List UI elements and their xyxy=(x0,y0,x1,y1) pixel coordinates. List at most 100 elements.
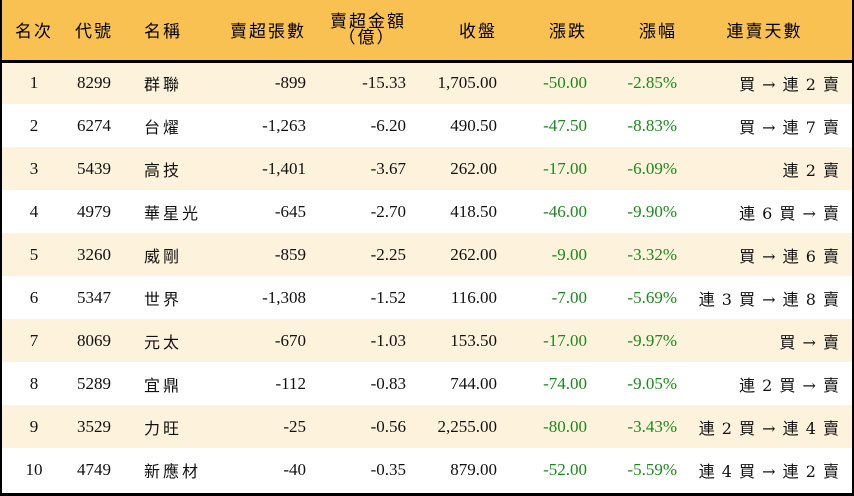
header-close[interactable]: 收盤 xyxy=(459,22,497,43)
header-row: 名次 代號 名稱 賣超張數 賣超金額 （億） 收盤 漲跌 漲幅 連賣天數 xyxy=(2,0,852,61)
name-cell[interactable]: 力旺 xyxy=(144,418,183,438)
amount-cell: -0.35 xyxy=(370,459,406,479)
name-cell[interactable]: 華星光 xyxy=(144,203,202,223)
header-net-sell-amount[interactable]: 賣超金額 （億） xyxy=(306,0,406,61)
close-cell: 418.50 xyxy=(450,201,497,221)
close-cell: 744.00 xyxy=(450,373,497,393)
table-row[interactable]: 10 4749 新應材 -40 -0.35 879.00 -52.00 -5.5… xyxy=(2,448,852,491)
name-cell[interactable]: 宜鼎 xyxy=(144,375,183,395)
change-cell: -80.00 xyxy=(543,416,587,436)
table-row[interactable]: 5 3260 威剛 -859 -2.25 262.00 -9.00 -3.32%… xyxy=(2,233,852,276)
shares-cell: -25 xyxy=(283,416,306,436)
shares-cell: -40 xyxy=(283,459,306,479)
streak-cell: 買 → 賣 xyxy=(779,332,840,352)
change-pct-cell: -2.85% xyxy=(627,73,677,93)
name-cell[interactable]: 威剛 xyxy=(144,246,183,266)
header-code[interactable]: 代號 xyxy=(75,22,113,43)
rank-cell: 6 xyxy=(29,287,39,307)
code-cell[interactable]: 5289 xyxy=(77,373,111,393)
code-cell[interactable]: 3529 xyxy=(77,416,111,436)
change-cell: -7.00 xyxy=(551,287,587,307)
table-header: 名次 代號 名稱 賣超張數 賣超金額 （億） 收盤 漲跌 漲幅 連賣天數 xyxy=(2,0,852,61)
close-cell: 879.00 xyxy=(450,459,497,479)
close-cell: 262.00 xyxy=(450,244,497,264)
change-cell: -9.00 xyxy=(551,244,587,264)
header-streak[interactable]: 連賣天數 xyxy=(726,22,803,43)
change-cell: -52.00 xyxy=(543,459,587,479)
table-row[interactable]: 7 8069 元太 -670 -1.03 153.50 -17.00 -9.97… xyxy=(2,319,852,362)
shares-cell: -645 xyxy=(274,201,306,221)
table-row[interactable]: 4 4979 華星光 -645 -2.70 418.50 -46.00 -9.9… xyxy=(2,190,852,233)
header-rank[interactable]: 名次 xyxy=(15,22,53,43)
amount-cell: -0.83 xyxy=(370,373,406,393)
code-cell[interactable]: 4749 xyxy=(77,459,111,479)
name-cell[interactable]: 元太 xyxy=(144,332,183,352)
change-pct-cell: -3.32% xyxy=(627,244,677,264)
name-cell[interactable]: 新應材 xyxy=(144,461,202,481)
close-cell: 2,255.00 xyxy=(437,416,498,436)
close-cell: 116.00 xyxy=(450,287,497,307)
code-cell[interactable]: 8299 xyxy=(77,73,111,93)
amount-cell: -0.56 xyxy=(370,416,406,436)
streak-cell: 連 6 買 → 賣 xyxy=(739,203,840,223)
shares-cell: -859 xyxy=(274,244,306,264)
change-pct-cell: -9.05% xyxy=(627,373,677,393)
shares-cell: -1,308 xyxy=(262,287,306,307)
table-row[interactable]: 1 8299 群聯 -899 -15.33 1,705.00 -50.00 -2… xyxy=(2,61,852,104)
change-pct-cell: -9.97% xyxy=(627,330,677,350)
change-pct-cell: -5.69% xyxy=(627,287,677,307)
rank-cell: 4 xyxy=(29,201,39,221)
code-cell[interactable]: 4979 xyxy=(77,201,111,221)
amount-cell: -15.33 xyxy=(362,73,406,93)
header-change-pct[interactable]: 漲幅 xyxy=(639,22,677,43)
code-cell[interactable]: 5347 xyxy=(77,287,111,307)
table-row[interactable]: 2 6274 台燿 -1,263 -6.20 490.50 -47.50 -8.… xyxy=(2,104,852,147)
close-cell: 262.00 xyxy=(450,158,497,178)
shares-cell: -1,401 xyxy=(262,158,306,178)
rank-cell: 7 xyxy=(29,330,39,350)
shares-cell: -112 xyxy=(275,373,306,393)
name-cell[interactable]: 群聯 xyxy=(144,75,183,95)
change-cell: -46.00 xyxy=(543,201,587,221)
close-cell: 490.50 xyxy=(450,115,497,135)
shares-cell: -899 xyxy=(274,73,306,93)
header-change[interactable]: 漲跌 xyxy=(549,22,587,43)
code-cell[interactable]: 3260 xyxy=(77,244,111,264)
change-cell: -74.00 xyxy=(543,373,587,393)
change-pct-cell: -5.59% xyxy=(627,459,677,479)
change-pct-cell: -9.90% xyxy=(627,201,677,221)
amount-cell: -2.70 xyxy=(370,201,406,221)
amount-cell: -3.67 xyxy=(370,158,406,178)
table-row[interactable]: 8 5289 宜鼎 -112 -0.83 744.00 -74.00 -9.05… xyxy=(2,362,852,405)
streak-cell: 連 2 賣 xyxy=(782,160,840,180)
change-cell: -17.00 xyxy=(543,330,587,350)
change-pct-cell: -6.09% xyxy=(627,158,677,178)
rank-cell: 9 xyxy=(29,416,39,436)
change-cell: -47.50 xyxy=(543,115,587,135)
header-name[interactable]: 名稱 xyxy=(144,22,182,43)
streak-cell: 買 → 連 2 賣 xyxy=(739,75,840,95)
table-body: 1 8299 群聯 -899 -15.33 1,705.00 -50.00 -2… xyxy=(2,61,852,491)
name-cell[interactable]: 台燿 xyxy=(144,117,183,137)
code-cell[interactable]: 8069 xyxy=(77,330,111,350)
rank-cell: 3 xyxy=(29,158,39,178)
table-row[interactable]: 6 5347 世界 -1,308 -1.52 116.00 -7.00 -5.6… xyxy=(2,276,852,319)
code-cell[interactable]: 5439 xyxy=(77,158,111,178)
change-cell: -17.00 xyxy=(543,158,587,178)
rank-cell: 5 xyxy=(29,244,39,264)
code-cell[interactable]: 6274 xyxy=(77,115,111,135)
streak-cell: 連 4 買 → 連 2 賣 xyxy=(698,461,840,481)
rank-cell: 8 xyxy=(29,373,39,393)
streak-cell: 連 2 買 → 連 4 賣 xyxy=(698,418,840,438)
name-cell[interactable]: 高技 xyxy=(144,160,183,180)
table-row[interactable]: 9 3529 力旺 -25 -0.56 2,255.00 -80.00 -3.4… xyxy=(2,405,852,448)
table-row[interactable]: 3 5439 高技 -1,401 -3.67 262.00 -17.00 -6.… xyxy=(2,147,852,190)
amount-cell: -1.52 xyxy=(370,287,406,307)
amount-cell: -1.03 xyxy=(370,330,406,350)
shares-cell: -670 xyxy=(274,330,306,350)
header-net-sell-shares[interactable]: 賣超張數 xyxy=(230,22,306,43)
rank-cell: 1 xyxy=(29,73,39,93)
name-cell[interactable]: 世界 xyxy=(144,289,183,309)
